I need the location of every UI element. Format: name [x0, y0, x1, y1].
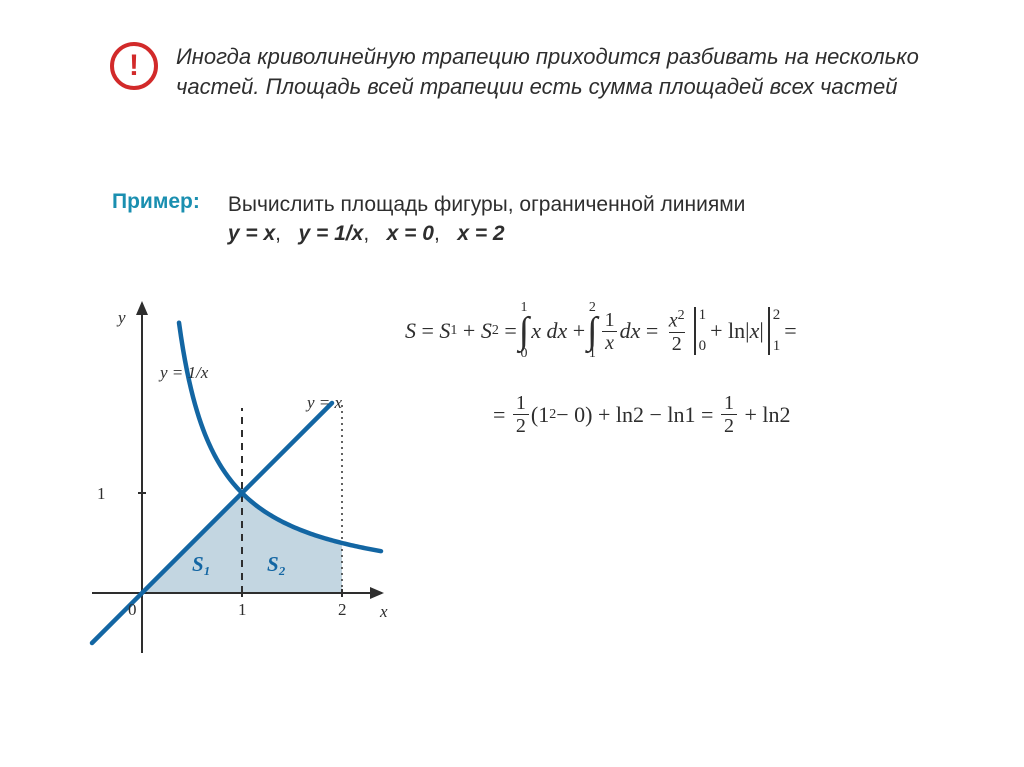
eq-x-2: x = 2 [457, 222, 504, 245]
svg-text:1: 1 [97, 484, 106, 503]
math-solution: S = S1 + S2 = 1 ∫ 0 x dx + 2 ∫ 1 1 x dx … [405, 300, 797, 467]
eq-y-1x: y = 1/x [299, 222, 364, 245]
integral-2: 2 ∫ 1 [587, 300, 597, 362]
svg-text:x: x [379, 602, 388, 621]
eval-bar-1: 1 0 [694, 307, 707, 355]
frac-half-1: 1 2 [513, 392, 529, 437]
eval-bar-2: 2 1 [768, 307, 781, 355]
exclamation-icon: ! [110, 42, 158, 90]
example-text: Вычислить площадь фигуры, ограниченной л… [228, 190, 745, 249]
example-block: Пример: Вычислить площадь фигуры, ограни… [112, 190, 974, 249]
svg-text:y = x: y = x [305, 393, 343, 412]
eq-x-0: x = 0 [387, 222, 434, 245]
svg-text:2: 2 [338, 600, 347, 619]
svg-text:S₁: S₁ [192, 552, 211, 576]
integral-1: 1 ∫ 0 [519, 300, 529, 362]
svg-text:1: 1 [238, 600, 247, 619]
svg-text:0: 0 [128, 600, 137, 619]
math-line-2: = 1 2 (12 − 0) + ln2 − ln1 = 1 2 + ln2 [405, 392, 797, 437]
exclamation-glyph: ! [129, 51, 139, 81]
math-line-1: S = S1 + S2 = 1 ∫ 0 x dx + 2 ∫ 1 1 x dx … [405, 300, 797, 362]
example-label: Пример: [112, 190, 200, 214]
example-prompt: Вычислить площадь фигуры, ограниченной л… [228, 193, 745, 216]
frac-x2-over-2: x2 2 [666, 308, 688, 355]
chart-svg: 0 1 2 1 x y y = 1/x y = x S₁ S₂ [80, 285, 390, 665]
frac-1-over-x: 1 x [602, 309, 618, 354]
frac-half-2: 1 2 [721, 392, 737, 437]
svg-text:y = 1/x: y = 1/x [158, 363, 209, 382]
svg-text:S₂: S₂ [267, 552, 286, 576]
svg-text:y: y [116, 308, 126, 327]
area-chart: 0 1 2 1 x y y = 1/x y = x S₁ S₂ [80, 285, 390, 670]
eq-y-x: y = x [228, 222, 275, 245]
note-text: Иногда криволинейную трапецию приходится… [176, 42, 974, 101]
important-note: ! Иногда криволинейную трапецию приходит… [110, 42, 974, 101]
